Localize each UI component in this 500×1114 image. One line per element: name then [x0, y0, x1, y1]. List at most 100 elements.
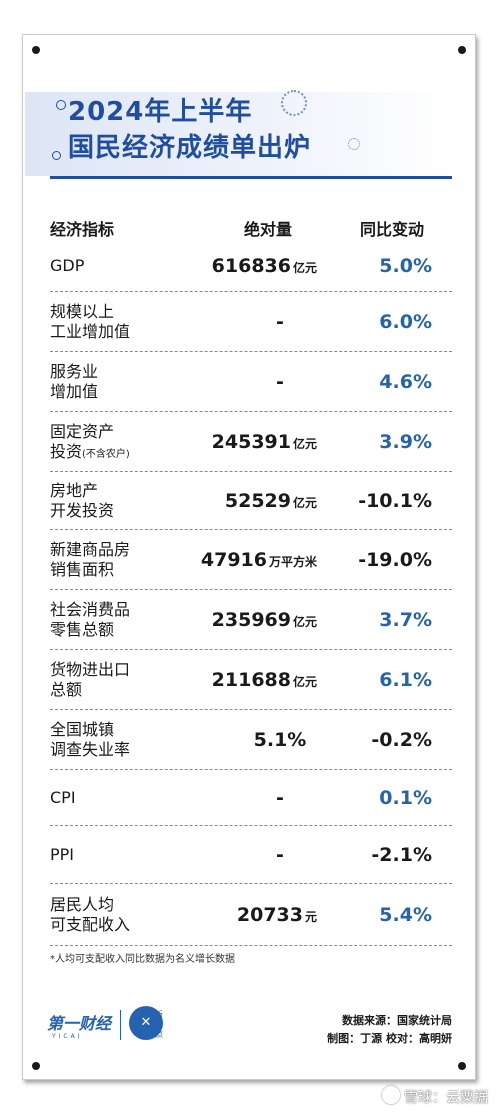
indicator-label-line: CPI: [50, 788, 76, 807]
table-row: GDP 616836 亿元 5.0%: [50, 242, 452, 292]
indicator-label: 居民人均 可支配收入: [50, 895, 130, 935]
watermark-text: 雪球：云粟据: [404, 1090, 488, 1106]
indicator-label-line: 社会消费品: [50, 600, 131, 619]
footnote: *人均可支配收入同比数据为名义增长数据: [50, 954, 235, 965]
absolute-unit: 亿元: [292, 675, 317, 689]
page-title-line1: 2024年上半年: [68, 97, 253, 127]
row-divider: [50, 529, 452, 530]
change-value: -0.2%: [371, 729, 432, 751]
indicator-label: 规模以上 工业增加值: [50, 302, 130, 342]
absolute-number: 616836: [211, 255, 291, 277]
change-value: -19.0%: [358, 549, 432, 571]
table-row: 全国城镇 调查失业率 5.1% -0.2%: [50, 712, 452, 770]
row-divider: [50, 351, 452, 352]
absolute-unit: 亿元: [292, 496, 317, 510]
absolute-value: -: [220, 371, 340, 393]
indicator-label: 货物进出口 总额: [50, 660, 130, 700]
indicator-label-line: 总额: [50, 680, 83, 699]
pin-bottom-right: [458, 1062, 466, 1070]
indicator-label-line: GDP: [50, 256, 85, 275]
row-divider: [50, 291, 452, 292]
table-row: 社会消费品 零售总额 235969 亿元 3.7%: [50, 592, 452, 650]
row-divider: [50, 649, 452, 650]
indicator-label: PPI: [50, 845, 74, 865]
change-value: 5.4%: [379, 904, 432, 926]
indicator-label: GDP: [50, 256, 84, 276]
absolute-number: 235969: [211, 609, 291, 631]
page-title-line2: 国民经济成绩单出炉: [68, 133, 312, 163]
row-divider: [50, 883, 452, 884]
absolute-value: -: [220, 787, 340, 809]
absolute-value: 235969 亿元: [212, 609, 317, 633]
pin-top-right: [458, 46, 466, 54]
deco-ring-dotted: [348, 138, 360, 150]
indicator-label: 服务业 增加值: [50, 362, 98, 402]
indicator-label: 全国城镇 调查失业率: [50, 720, 130, 760]
row-divider: [50, 769, 452, 770]
change-value: 5.0%: [379, 255, 432, 277]
absolute-unit: 万平方米: [268, 555, 317, 569]
indicator-label-line: 房地产: [50, 481, 99, 500]
indicator-label-line: 货物进出口: [50, 660, 131, 679]
absolute-value: -: [220, 844, 340, 866]
row-divider: [50, 471, 452, 472]
column-header-change: 同比变动: [360, 220, 425, 239]
column-header-absolute: 绝对量: [244, 220, 293, 239]
table-row: 新建商品房 销售面积 47916 万平方米 -19.0%: [50, 532, 452, 590]
change-value: -10.1%: [358, 490, 432, 512]
logo-divider: [120, 1010, 121, 1040]
absolute-value: 5.1%: [220, 729, 340, 751]
yicai-logo-sub: YICAI: [52, 1033, 83, 1040]
row-divider: [50, 589, 452, 590]
absolute-number: 47916: [200, 549, 267, 571]
indicator-label-line: 开发投资: [50, 501, 115, 520]
indicator-label-line: 增加值: [50, 382, 99, 401]
watermark: 雪球：云粟据: [382, 1086, 488, 1107]
change-value: 6.1%: [379, 669, 432, 691]
absolute-number: -: [276, 844, 284, 866]
data-brand-logo-icon: ✕: [129, 1006, 163, 1040]
yicai-logo: 第一财经: [47, 1014, 112, 1033]
change-value: 3.7%: [379, 609, 432, 631]
indicator-label-line: 投资: [50, 442, 83, 461]
change-value: 3.9%: [379, 431, 432, 453]
table-row: 房地产 开发投资 52529 亿元 -10.1%: [50, 474, 452, 530]
indicator-label-line: 居民人均: [50, 895, 115, 914]
indicator-label-line: PPI: [50, 845, 75, 864]
absolute-value: 52529 亿元: [225, 490, 317, 514]
absolute-unit: 元: [304, 910, 317, 924]
indicator-label-line: 销售面积: [50, 560, 115, 579]
absolute-value: 47916 万平方米: [201, 549, 317, 573]
indicator-label: 社会消费品 零售总额: [50, 600, 130, 640]
absolute-unit: 亿元: [292, 437, 317, 451]
indicator-label-line: 工业增加值: [50, 322, 131, 341]
change-value: -2.1%: [371, 844, 432, 866]
table-row: 货物进出口 总额 211688 亿元 6.1%: [50, 652, 452, 710]
change-value: 6.0%: [379, 311, 432, 333]
absolute-number: -: [276, 787, 284, 809]
indicator-label-line: 全国城镇: [50, 720, 115, 739]
indicator-label: 新建商品房 销售面积: [50, 540, 130, 580]
pin-top-left: [32, 46, 40, 54]
absolute-value: 211688 亿元: [212, 669, 317, 693]
absolute-value: 245391 亿元: [212, 431, 317, 455]
row-divider: [50, 709, 452, 710]
column-header-indicator: 经济指标: [50, 220, 115, 239]
watermark-icon: [382, 1086, 400, 1104]
deco-ring-small: [56, 100, 66, 110]
indicator-label-line: 规模以上: [50, 302, 115, 321]
indicator-label-line: 零售总额: [50, 620, 115, 639]
table-row: 固定资产 投资(不含农户) 245391 亿元 3.9%: [50, 414, 452, 472]
indicator-label: CPI: [50, 788, 76, 808]
credits-source: 数据来源：国家统计局: [342, 1014, 452, 1027]
change-value: 4.6%: [379, 371, 432, 393]
absolute-value: -: [220, 311, 340, 333]
poster-frame: [22, 34, 476, 1080]
deco-ring-small: [52, 151, 61, 160]
indicator-note: (不含农户): [82, 449, 130, 460]
indicator-label-line: 调查失业率: [50, 740, 131, 759]
absolute-number: 20733: [236, 904, 303, 926]
data-brand-logo-text: 新数点: [155, 1010, 163, 1039]
absolute-unit: 亿元: [292, 615, 317, 629]
row-divider: [50, 825, 452, 826]
